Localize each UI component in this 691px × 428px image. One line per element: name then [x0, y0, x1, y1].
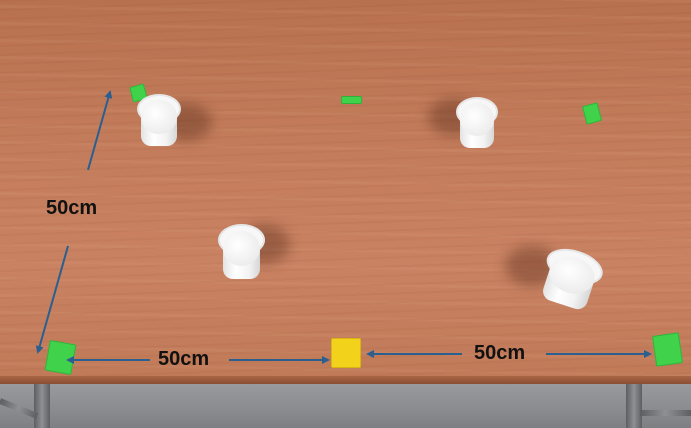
cup-inside [141, 100, 177, 134]
tape-marker-top-center [341, 96, 362, 104]
arrow-vertical-lower [35, 245, 69, 354]
table-leg-right [626, 382, 642, 428]
paper-cup [456, 97, 498, 148]
floor [0, 380, 691, 428]
distance-label-left: 50cm [46, 197, 98, 219]
paper-cup [218, 224, 265, 279]
table-leg-left [34, 382, 50, 428]
table-edge [0, 376, 691, 384]
tape-marker-bottom-center [331, 338, 361, 368]
distance-label-bottom-left: 50cm [158, 348, 210, 370]
cup-inside [460, 103, 494, 136]
table-leg-right-rail [640, 410, 691, 416]
arrow-vertical-upper [87, 90, 113, 171]
cup-inside [222, 230, 261, 266]
distance-label-bottom-right: 50cm [474, 342, 526, 364]
paper-cup [137, 94, 181, 146]
table-top [0, 0, 691, 383]
